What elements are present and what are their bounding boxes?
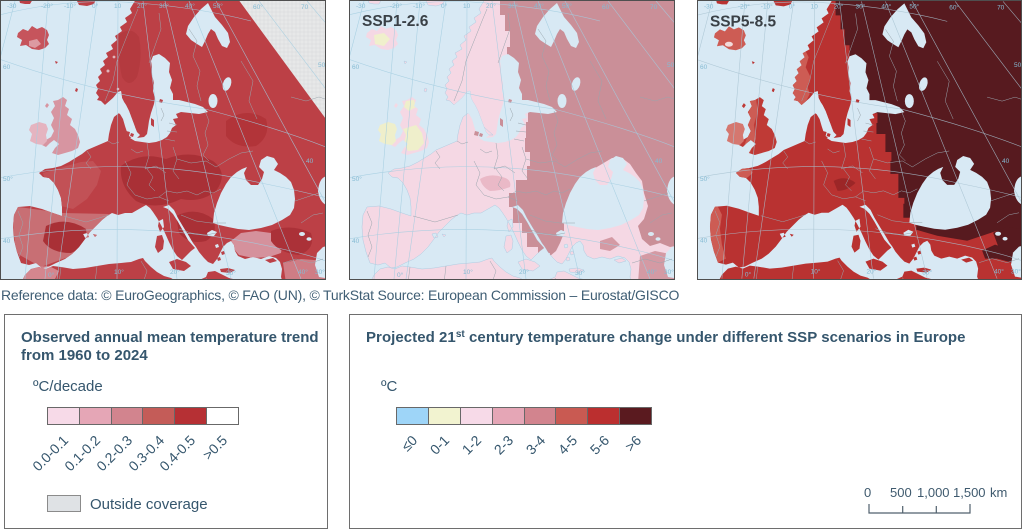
- svg-text:SSP5-8.5: SSP5-8.5: [710, 13, 776, 30]
- svg-text:SSP1-2.6: SSP1-2.6: [362, 13, 429, 30]
